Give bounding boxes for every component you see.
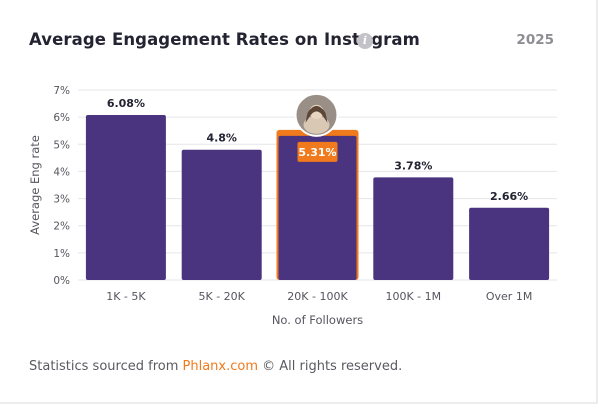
y-tick-label: 3% [53, 194, 70, 206]
x-tick-label: 20K - 100K [287, 290, 348, 303]
y-tick-label: 2% [53, 221, 70, 233]
x-axis-label: No. of Followers [272, 313, 363, 327]
y-tick-label: 1% [53, 248, 70, 260]
y-axis-label: Average Eng rate [28, 135, 42, 235]
y-tick-label: 6% [53, 112, 70, 124]
data-label: 3.78% [394, 159, 432, 172]
data-label: 5.31% [298, 146, 336, 159]
x-tick-label: 100K - 1M [385, 290, 441, 303]
y-tick-label: 0% [53, 275, 70, 287]
value-badge [297, 141, 338, 162]
bar [373, 177, 454, 280]
data-label: 2.66% [490, 190, 528, 203]
source-footer: Statistics sourced from Phlanx.com © All… [29, 359, 402, 374]
data-label: 4.8% [206, 132, 237, 145]
x-tick-label: 5K - 20K [199, 290, 246, 303]
bar-chart: 0% 1% 2% 3% 4% 5% 6% 7% Average Eng rate 6.08% 1K … [28, 85, 557, 327]
x-tick-label: Over 1M [486, 290, 532, 303]
data-label: 6.08% [107, 97, 145, 110]
bar [278, 135, 357, 280]
bar [85, 114, 166, 280]
avatar-marker [294, 92, 339, 137]
y-tick-label: 4% [53, 166, 70, 178]
x-tick-label: 1K - 5K [106, 290, 146, 303]
footer-brand-link[interactable]: Phlanx.com [182, 359, 259, 374]
y-tick-label: 7% [53, 85, 70, 97]
y-tick-label: 5% [53, 139, 70, 151]
chart-title: Average Engagement Rates on Instagram [29, 30, 420, 49]
bar [469, 207, 550, 280]
bar [181, 149, 262, 280]
info-icon[interactable]: i [357, 33, 373, 49]
year-label: 2025 [516, 32, 554, 48]
footer-prefix: Statistics sourced from [29, 359, 183, 374]
footer-suffix: © All rights reserved. [258, 359, 403, 374]
